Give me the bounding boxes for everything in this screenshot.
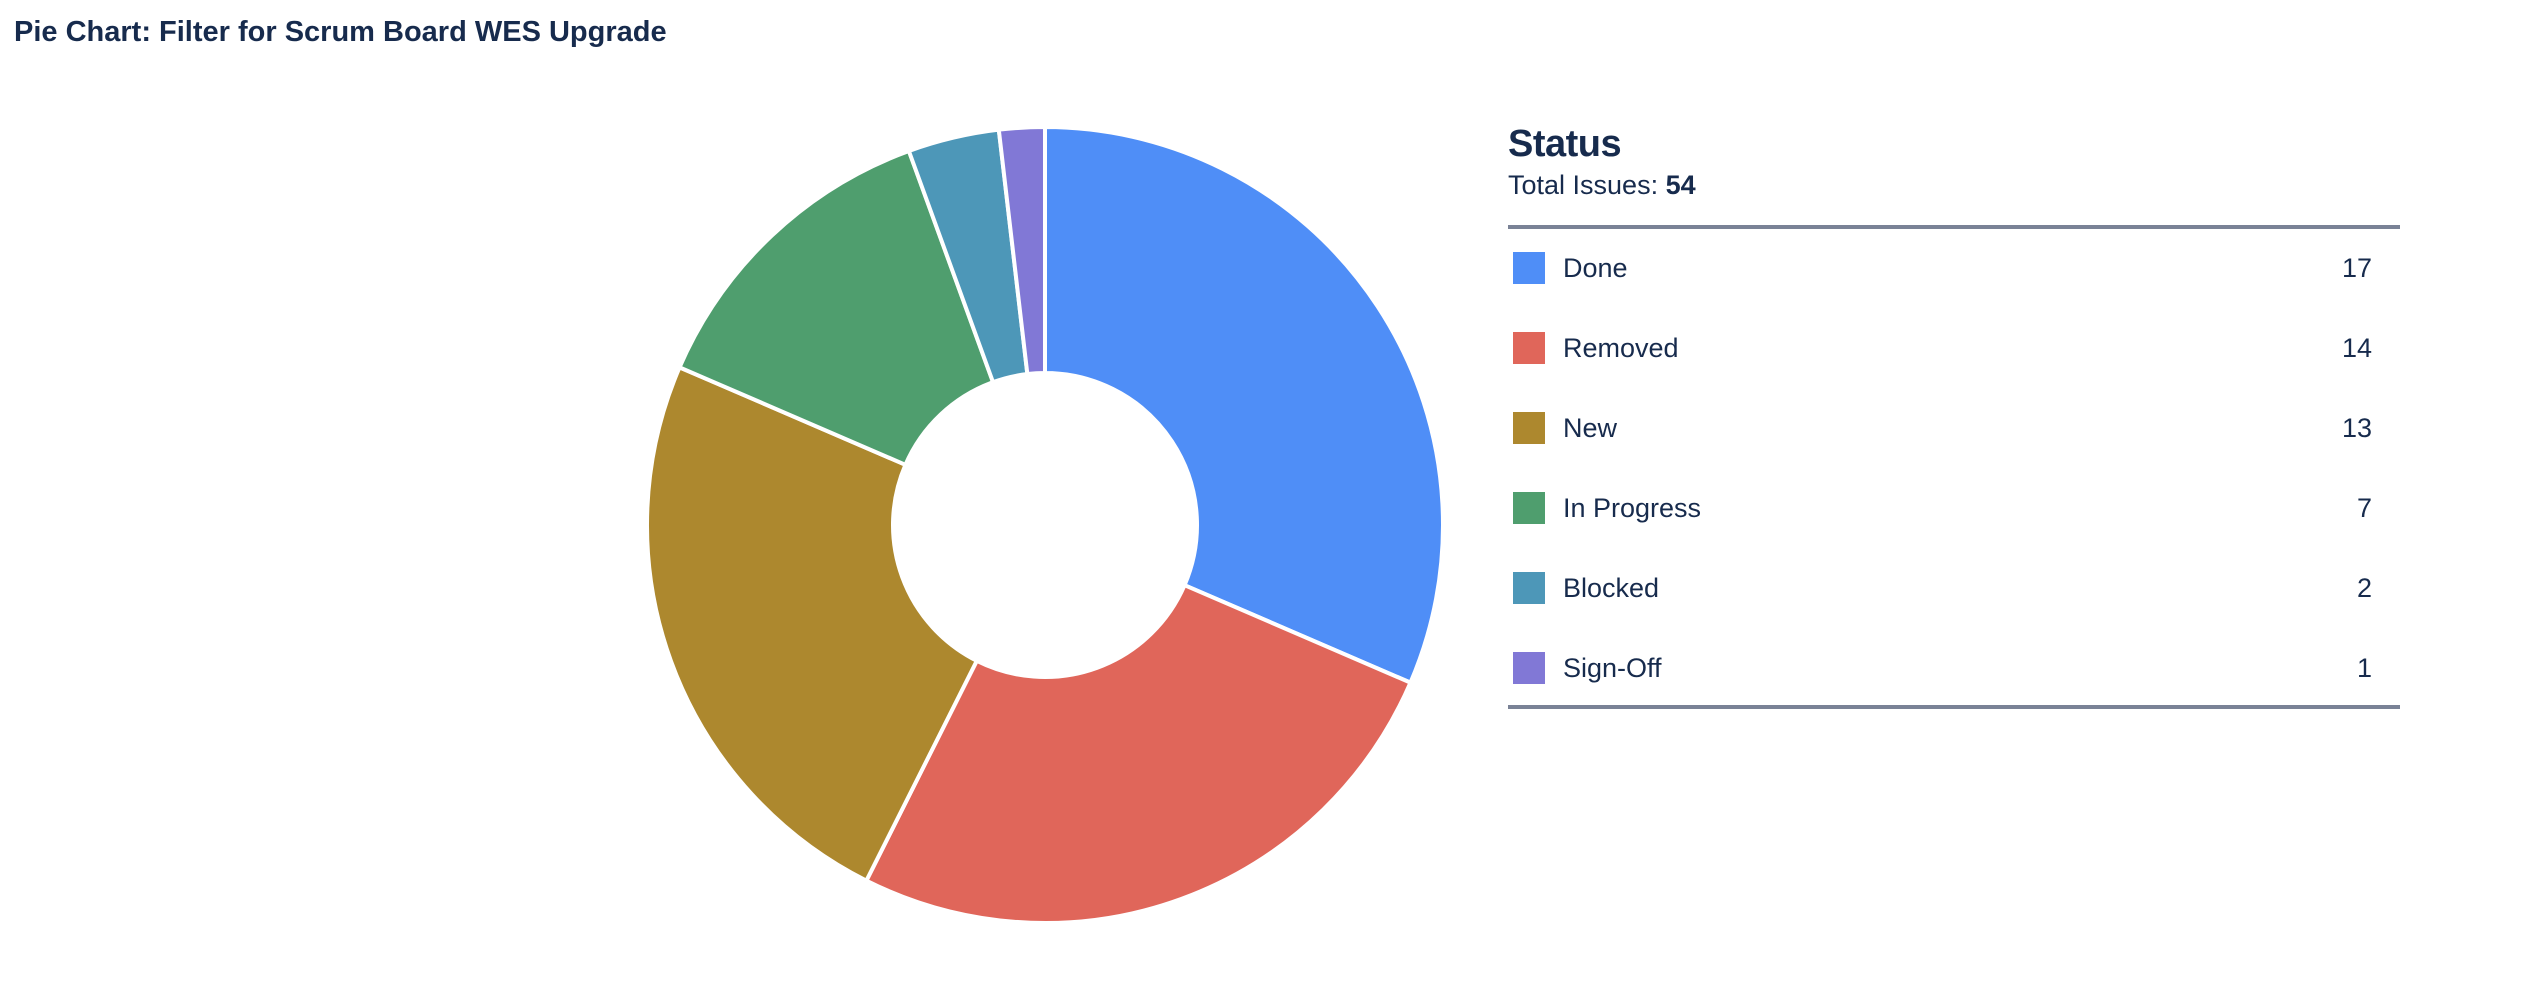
slice-done[interactable] xyxy=(1043,125,1445,685)
slice-removed[interactable] xyxy=(864,583,1413,925)
legend-item-label: New xyxy=(1563,412,1618,443)
color-swatch xyxy=(1513,332,1545,364)
legend: Status Total Issues: 54 Done 17 Removed … xyxy=(1508,122,2400,709)
legend-item-count: 7 xyxy=(2356,492,2372,523)
total-issues-value: 54 xyxy=(1665,170,1696,200)
legend-item-done[interactable]: Done 17 xyxy=(1508,252,2400,284)
slice-in-progress[interactable] xyxy=(677,149,996,467)
slice-sign-off[interactable] xyxy=(996,125,1047,377)
donut-chart xyxy=(645,125,1445,925)
legend-item-count: 13 xyxy=(2341,412,2372,443)
legend-item-label: Blocked xyxy=(1563,572,1660,603)
legend-item-removed[interactable]: Removed 14 xyxy=(1508,332,2400,364)
legend-item-label: Sign-Off xyxy=(1563,652,1662,683)
total-issues-label: Total Issues: xyxy=(1508,170,1659,200)
legend-bottom-divider xyxy=(1508,705,2400,709)
slice-new[interactable] xyxy=(645,365,979,883)
color-swatch xyxy=(1513,652,1545,684)
legend-item-count: 1 xyxy=(2356,652,2372,683)
legend-item-label: Removed xyxy=(1563,332,1679,363)
legend-item-sign-off[interactable]: Sign-Off 1 xyxy=(1508,652,2400,684)
legend-item-count: 14 xyxy=(2341,332,2372,363)
color-swatch xyxy=(1513,252,1545,284)
donut-slices xyxy=(645,125,1445,925)
page-title: Pie Chart: Filter for Scrum Board WES Up… xyxy=(14,16,667,48)
legend-item-label: Done xyxy=(1563,252,1628,283)
color-swatch xyxy=(1513,492,1545,524)
legend-top-divider xyxy=(1508,225,2400,229)
legend-item-count: 2 xyxy=(2356,572,2372,603)
legend-item-count: 17 xyxy=(2341,252,2372,283)
legend-item-label: In Progress xyxy=(1563,492,1702,523)
color-swatch xyxy=(1513,412,1545,444)
legend-item-new[interactable]: New 13 xyxy=(1508,412,2400,444)
legend-item-in-progress[interactable]: In Progress 7 xyxy=(1508,492,2400,524)
total-issues: Total Issues: 54 xyxy=(1508,168,2400,202)
legend-list: Done 17 Removed 14 New 13 In Progress 7 … xyxy=(1508,229,2400,705)
legend-heading: Status xyxy=(1508,123,1622,165)
legend-item-blocked[interactable]: Blocked 2 xyxy=(1508,572,2400,604)
color-swatch xyxy=(1513,572,1545,604)
